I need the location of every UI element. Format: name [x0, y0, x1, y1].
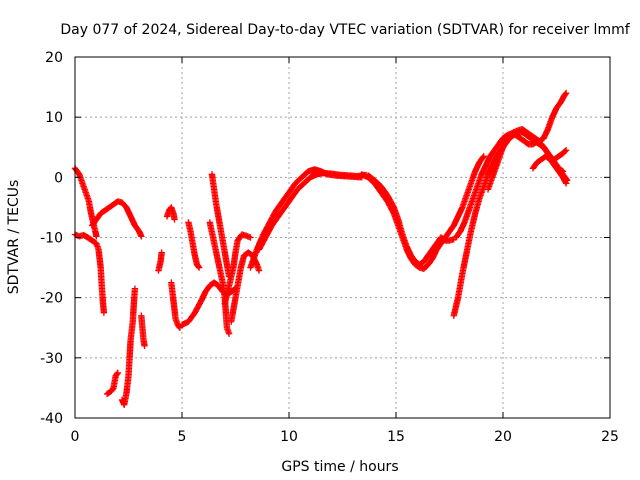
y-tick-label: 10: [45, 110, 63, 126]
series-pass-12: [208, 171, 233, 280]
data-point-markers: [118, 285, 139, 408]
data-point-markers: [185, 219, 203, 271]
series-pass-5: [118, 285, 139, 408]
x-tick-label: 5: [178, 429, 187, 445]
series-pass-17: [255, 169, 370, 253]
y-tick-label: 20: [45, 50, 63, 66]
chart-title: Day 077 of 2024, Sidereal Day-to-day VTE…: [60, 22, 630, 38]
y-tick-label: -10: [40, 231, 63, 247]
data-point-markers: [155, 249, 165, 274]
data-point-markers: [484, 89, 570, 193]
x-tick-label: 10: [280, 429, 298, 445]
series-pass-6: [138, 312, 148, 349]
y-tick-label: -40: [40, 411, 63, 427]
y-axis-label: SDTVAR / TECUs: [6, 180, 22, 295]
y-tick-label: -30: [40, 351, 63, 367]
x-tick-label: 25: [601, 429, 619, 445]
data-point-markers: [71, 165, 100, 240]
data-point-markers: [255, 169, 370, 253]
data-point-markers: [168, 279, 184, 331]
series-pass-8: [163, 204, 178, 223]
data-point-markers: [364, 172, 432, 268]
data-point-markers: [208, 171, 233, 280]
series-pass-4: [103, 369, 121, 398]
series-pass-24: [529, 153, 570, 187]
data-point-markers: [103, 369, 121, 398]
series-pass-7: [155, 249, 165, 274]
data-point-markers: [163, 204, 178, 223]
data-point-markers: [551, 147, 570, 163]
data-point-markers: [88, 198, 145, 240]
series-pass-20: [424, 234, 457, 259]
data-layer: [71, 89, 571, 408]
data-point-markers: [221, 231, 254, 307]
series-pass-11: [185, 219, 203, 271]
series-pass-9: [168, 279, 184, 331]
series-pass-25: [551, 147, 570, 163]
x-tick-label: 15: [387, 429, 405, 445]
data-point-markers: [529, 153, 570, 187]
grid: [75, 57, 610, 418]
y-tick-label: -20: [40, 291, 63, 307]
data-point-markers: [450, 129, 571, 319]
axes: 0 5 10 15 20 25 -40 -30 -20 -10 0 10 20: [40, 50, 619, 445]
data-point-markers: [424, 234, 457, 259]
series-pass-3: [88, 198, 145, 240]
series-pass-23: [484, 89, 570, 193]
y-tick-label: 0: [54, 170, 63, 186]
series-pass-14: [221, 231, 254, 307]
series-pass-2: [71, 231, 108, 316]
series-pass-1: [71, 165, 100, 240]
series-pass-22: [450, 129, 571, 319]
x-tick-label: 20: [494, 429, 512, 445]
x-tick-label: 0: [71, 429, 80, 445]
series-pass-19: [364, 172, 432, 268]
data-point-markers: [138, 312, 148, 349]
data-point-markers: [71, 231, 108, 316]
x-axis-label: GPS time / hours: [281, 459, 398, 475]
